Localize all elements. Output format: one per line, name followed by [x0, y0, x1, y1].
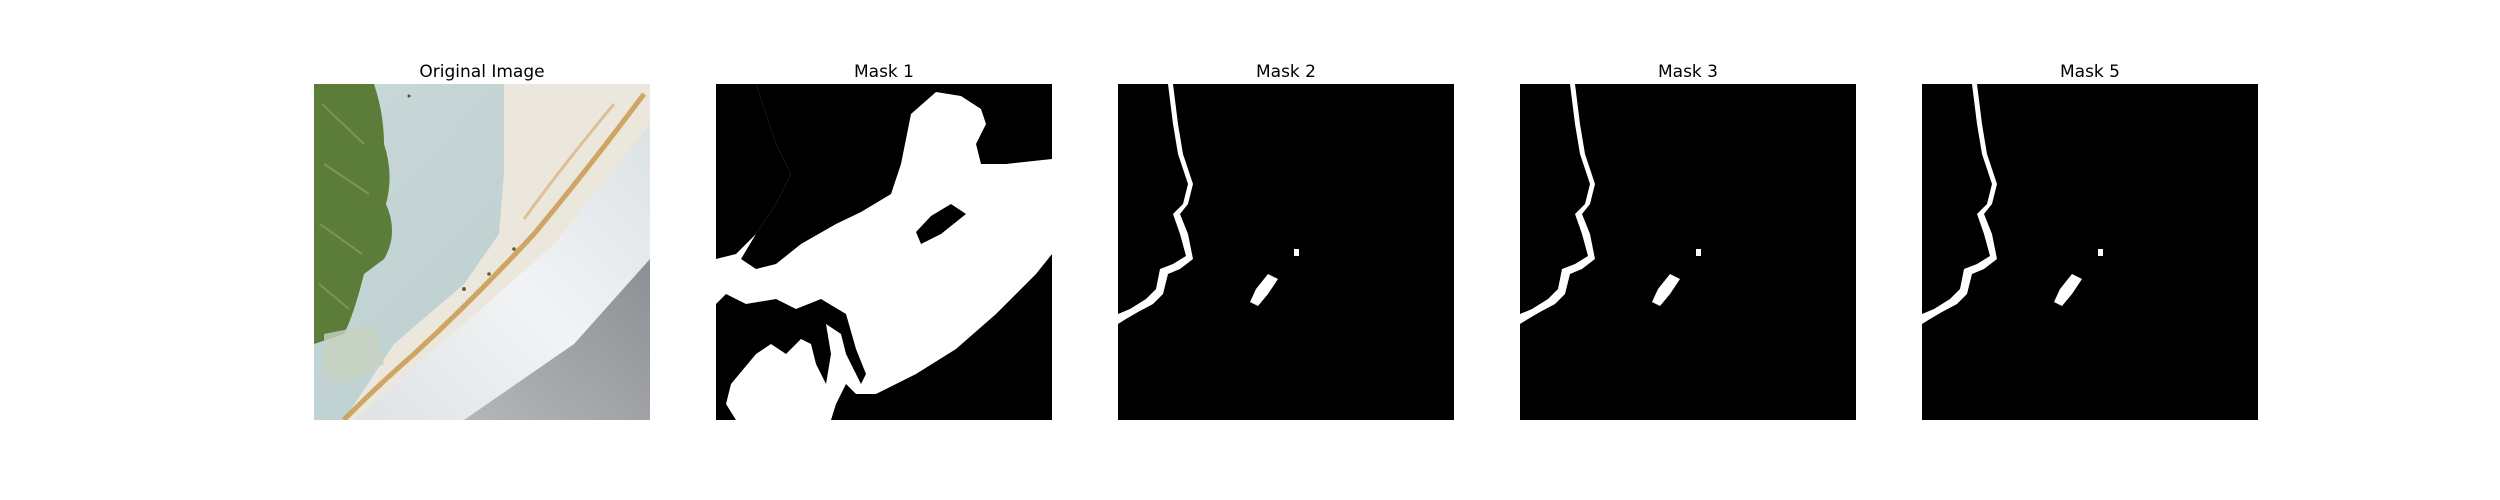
panel-title: Original Image [419, 62, 545, 82]
original-image [314, 84, 650, 420]
mask-image [1118, 84, 1454, 420]
mask-image [1520, 84, 1856, 420]
mask-1-graphic [716, 84, 1052, 420]
mask-image [716, 84, 1052, 420]
panel-title: Mask 1 [853, 62, 914, 82]
mask-2-graphic [1118, 84, 1454, 420]
mask-image [1922, 84, 2258, 420]
mask-3-graphic [1520, 84, 1856, 420]
mask-5-graphic [1922, 84, 2258, 420]
panel-title: Mask 2 [1255, 62, 1316, 82]
original-image-graphic [314, 84, 650, 420]
panel-title: Mask 3 [1657, 62, 1718, 82]
panel-title: Mask 5 [2059, 62, 2120, 82]
